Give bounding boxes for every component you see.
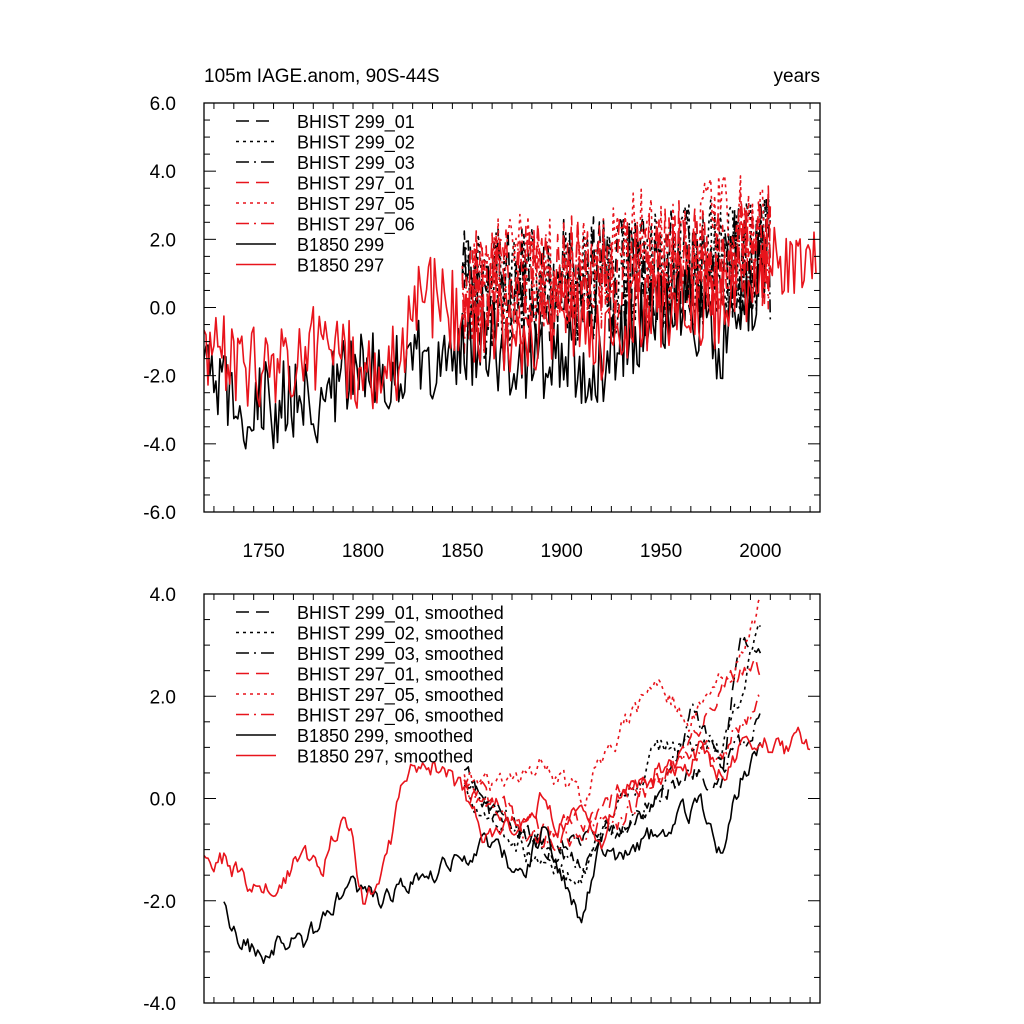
top-title-right: years (774, 66, 820, 87)
bottom-plot-frame (203, 593, 821, 1004)
top-xtick-label: 2000 (739, 541, 781, 562)
bottom-series-line-4 (463, 657, 762, 838)
top-legend-label-3: BHIST 299_03 (297, 153, 415, 174)
bottom-ytick-label: -2.0 (143, 892, 176, 913)
top-ytick-label: 2.0 (150, 230, 176, 251)
top-series-line-4 (461, 185, 772, 345)
bottom-ytick-label: 0.0 (150, 790, 176, 811)
top-title-left: 105m IAGE.anom, 90S-44S (204, 66, 440, 87)
bottom-series-line-8 (204, 726, 811, 905)
top-plot-frame (203, 102, 821, 513)
bottom-ytick-label: 2.0 (150, 687, 176, 708)
bottom-series-line-7 (223, 741, 762, 965)
bottom-legend-label-4: BHIST 297_01, smoothed (297, 665, 504, 686)
top-xtick-label: 1750 (242, 541, 284, 562)
top-xtick-label: 1950 (640, 541, 682, 562)
bottom-legend-label-5: BHIST 297_05, smoothed (297, 685, 504, 706)
top-ytick-label: 6.0 (150, 94, 176, 115)
bottom-panel: -4.0 -2.0 0.0 2.0 4.0 BHIST 299_01, smoothed… (143, 585, 821, 1015)
top-ytick-label: -6.0 (143, 503, 176, 524)
top-xtick-label: 1850 (441, 541, 483, 562)
top-legend-label-8: B1850 297 (297, 256, 384, 276)
bottom-series-line-1 (463, 636, 762, 854)
bottom-ytick-label: -4.0 (143, 994, 176, 1015)
bottom-legend-label-6: BHIST 297_06, smoothed (297, 706, 504, 727)
top-panel: 105m IAGE.anom, 90S-44S years -6.0 -4.0 -2… (143, 66, 821, 562)
bottom-series-line-6 (463, 694, 762, 852)
top-tick-layer: -6.0 -4.0 -2.0 0.0 2.0 4.0 6.0 1750 1800 1850 1900… (143, 94, 820, 562)
top-legend-label-4: BHIST 297_01 (297, 174, 415, 195)
bottom-ytick-label: 4.0 (150, 585, 176, 606)
bottom-legend-label-1: BHIST 299_01, smoothed (297, 603, 504, 624)
top-xtick-label: 1900 (541, 541, 583, 562)
top-legend-label-2: BHIST 299_02 (297, 133, 415, 154)
top-legend-label-6: BHIST 297_06 (297, 215, 415, 236)
bottom-legend-label-3: BHIST 299_03, smoothed (297, 644, 504, 665)
bottom-legend-label-7: B1850 299, smoothed (297, 726, 473, 746)
bottom-series-line-5 (463, 596, 762, 807)
top-ytick-label: -4.0 (143, 435, 176, 456)
top-ytick-label: -2.0 (143, 367, 176, 388)
top-xtick-label: 1800 (342, 541, 384, 562)
top-legend-label-5: BHIST 297_05 (297, 194, 415, 215)
top-legend-label-7: B1850 299 (297, 235, 384, 255)
top-legend-label-1: BHIST 299_01 (297, 112, 415, 133)
top-series-line-2 (461, 195, 772, 350)
bottom-legend-label-2: BHIST 299_02, smoothed (297, 624, 504, 645)
top-series-line-8 (204, 226, 817, 410)
top-ytick-label: 4.0 (150, 162, 176, 183)
bottom-legend-label-8: B1850 297, smoothed (297, 747, 473, 767)
top-series-line-5 (461, 174, 772, 342)
top-series-line-6 (461, 201, 772, 355)
bottom-series-layer (204, 596, 811, 965)
top-ytick-label: 0.0 (150, 299, 176, 320)
top-series-layer (204, 174, 817, 450)
